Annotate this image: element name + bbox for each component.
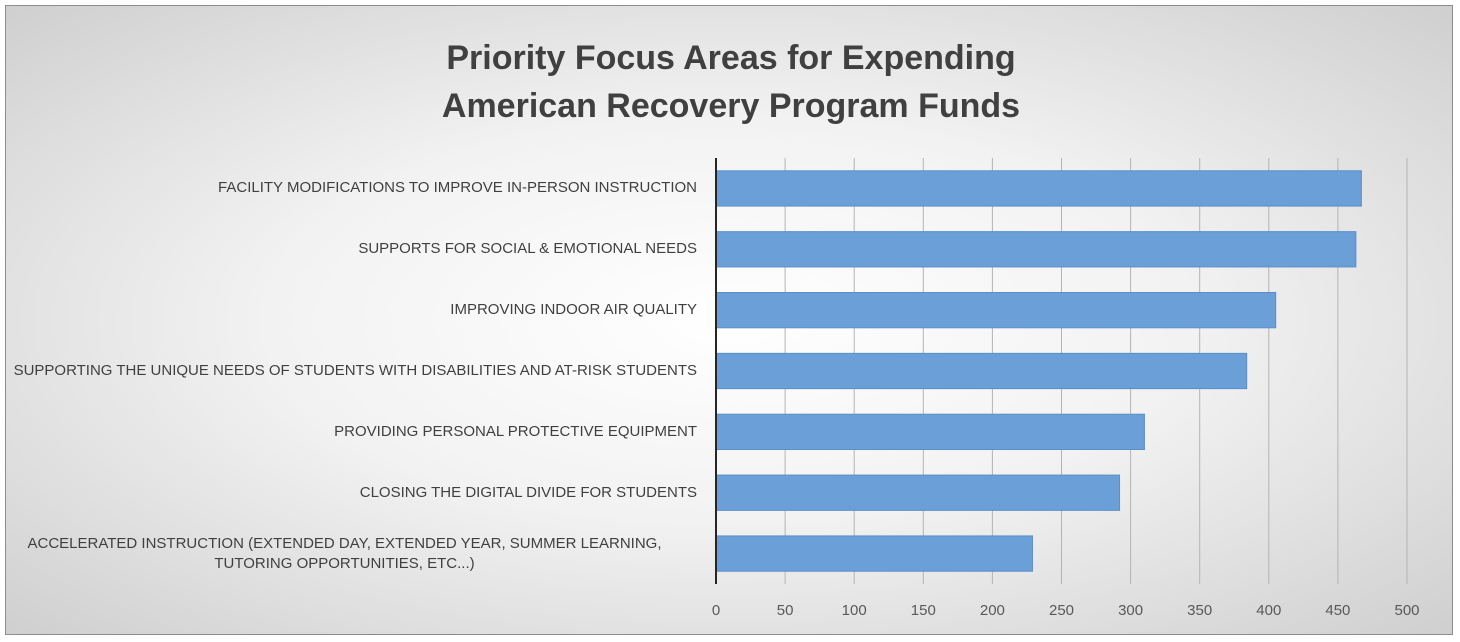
x-tick-label: 350 (1187, 602, 1213, 619)
category: PROVIDING PERSONAL PROTECTIVE EQUIPMENT (0, 422, 697, 442)
category: IMPROVING INDOOR AIR QUALITY (0, 300, 697, 320)
category: ACCELERATED INSTRUCTION (EXTENDED DAY, E… (0, 534, 697, 574)
category: SUPPORTING THE UNIQUE NEEDS OF STUDENTS … (0, 361, 697, 381)
bar (715, 231, 1357, 268)
x-tick-label: 150 (910, 602, 936, 619)
bar (715, 474, 1121, 511)
chart-title: Priority Focus Areas for Expending Ameri… (441, 39, 1021, 125)
category-label: FACILITY MODIFICATIONS TO IMPROVE IN-PER… (218, 179, 697, 197)
category-label: CLOSING THE DIGITAL DIVIDE FOR STUDENTS (359, 483, 697, 501)
category-label: ACCELERATED INSTRUCTION (EXTENDED DAY, E… (27, 534, 662, 572)
category-label: SUPPORTS FOR SOCIAL & EMOTIONAL NEEDS (358, 240, 697, 258)
bar (715, 413, 1145, 451)
category-label: PROVIDING PERSONAL PROTECTIVE EQUIPMENT (334, 422, 697, 440)
category: CLOSING THE DIGITAL DIVIDE FOR STUDENTS (0, 483, 697, 503)
x-tick-label: 400 (1256, 602, 1282, 619)
category: SUPPORTS FOR SOCIAL & EMOTIONAL NEEDS (0, 239, 697, 259)
x-tick-label: 450 (1325, 602, 1351, 619)
bar (715, 535, 1033, 572)
chart: Priority Focus Areas for Expending Ameri… (5, 5, 1453, 635)
category-label: SUPPORTING THE UNIQUE NEEDS OF STUDENTS … (13, 362, 697, 379)
x-tick-label: 250 (1048, 602, 1075, 619)
x-tick-label: 200 (979, 602, 1005, 619)
category: FACILITY MODIFICATIONS TO IMPROVE IN-PER… (0, 178, 697, 198)
x-tick-label: 50 (776, 602, 794, 619)
bar (715, 170, 1362, 207)
x-tick-label: 0 (711, 602, 721, 619)
plot (715, 158, 1408, 584)
x-tick-label: 100 (841, 602, 867, 619)
category-label: IMPROVING INDOOR AIR QUALITY (450, 301, 697, 319)
bar (715, 291, 1277, 329)
bar (715, 352, 1248, 390)
x-tick-label: 500 (1394, 602, 1420, 619)
x-tick-label: 300 (1118, 602, 1144, 619)
